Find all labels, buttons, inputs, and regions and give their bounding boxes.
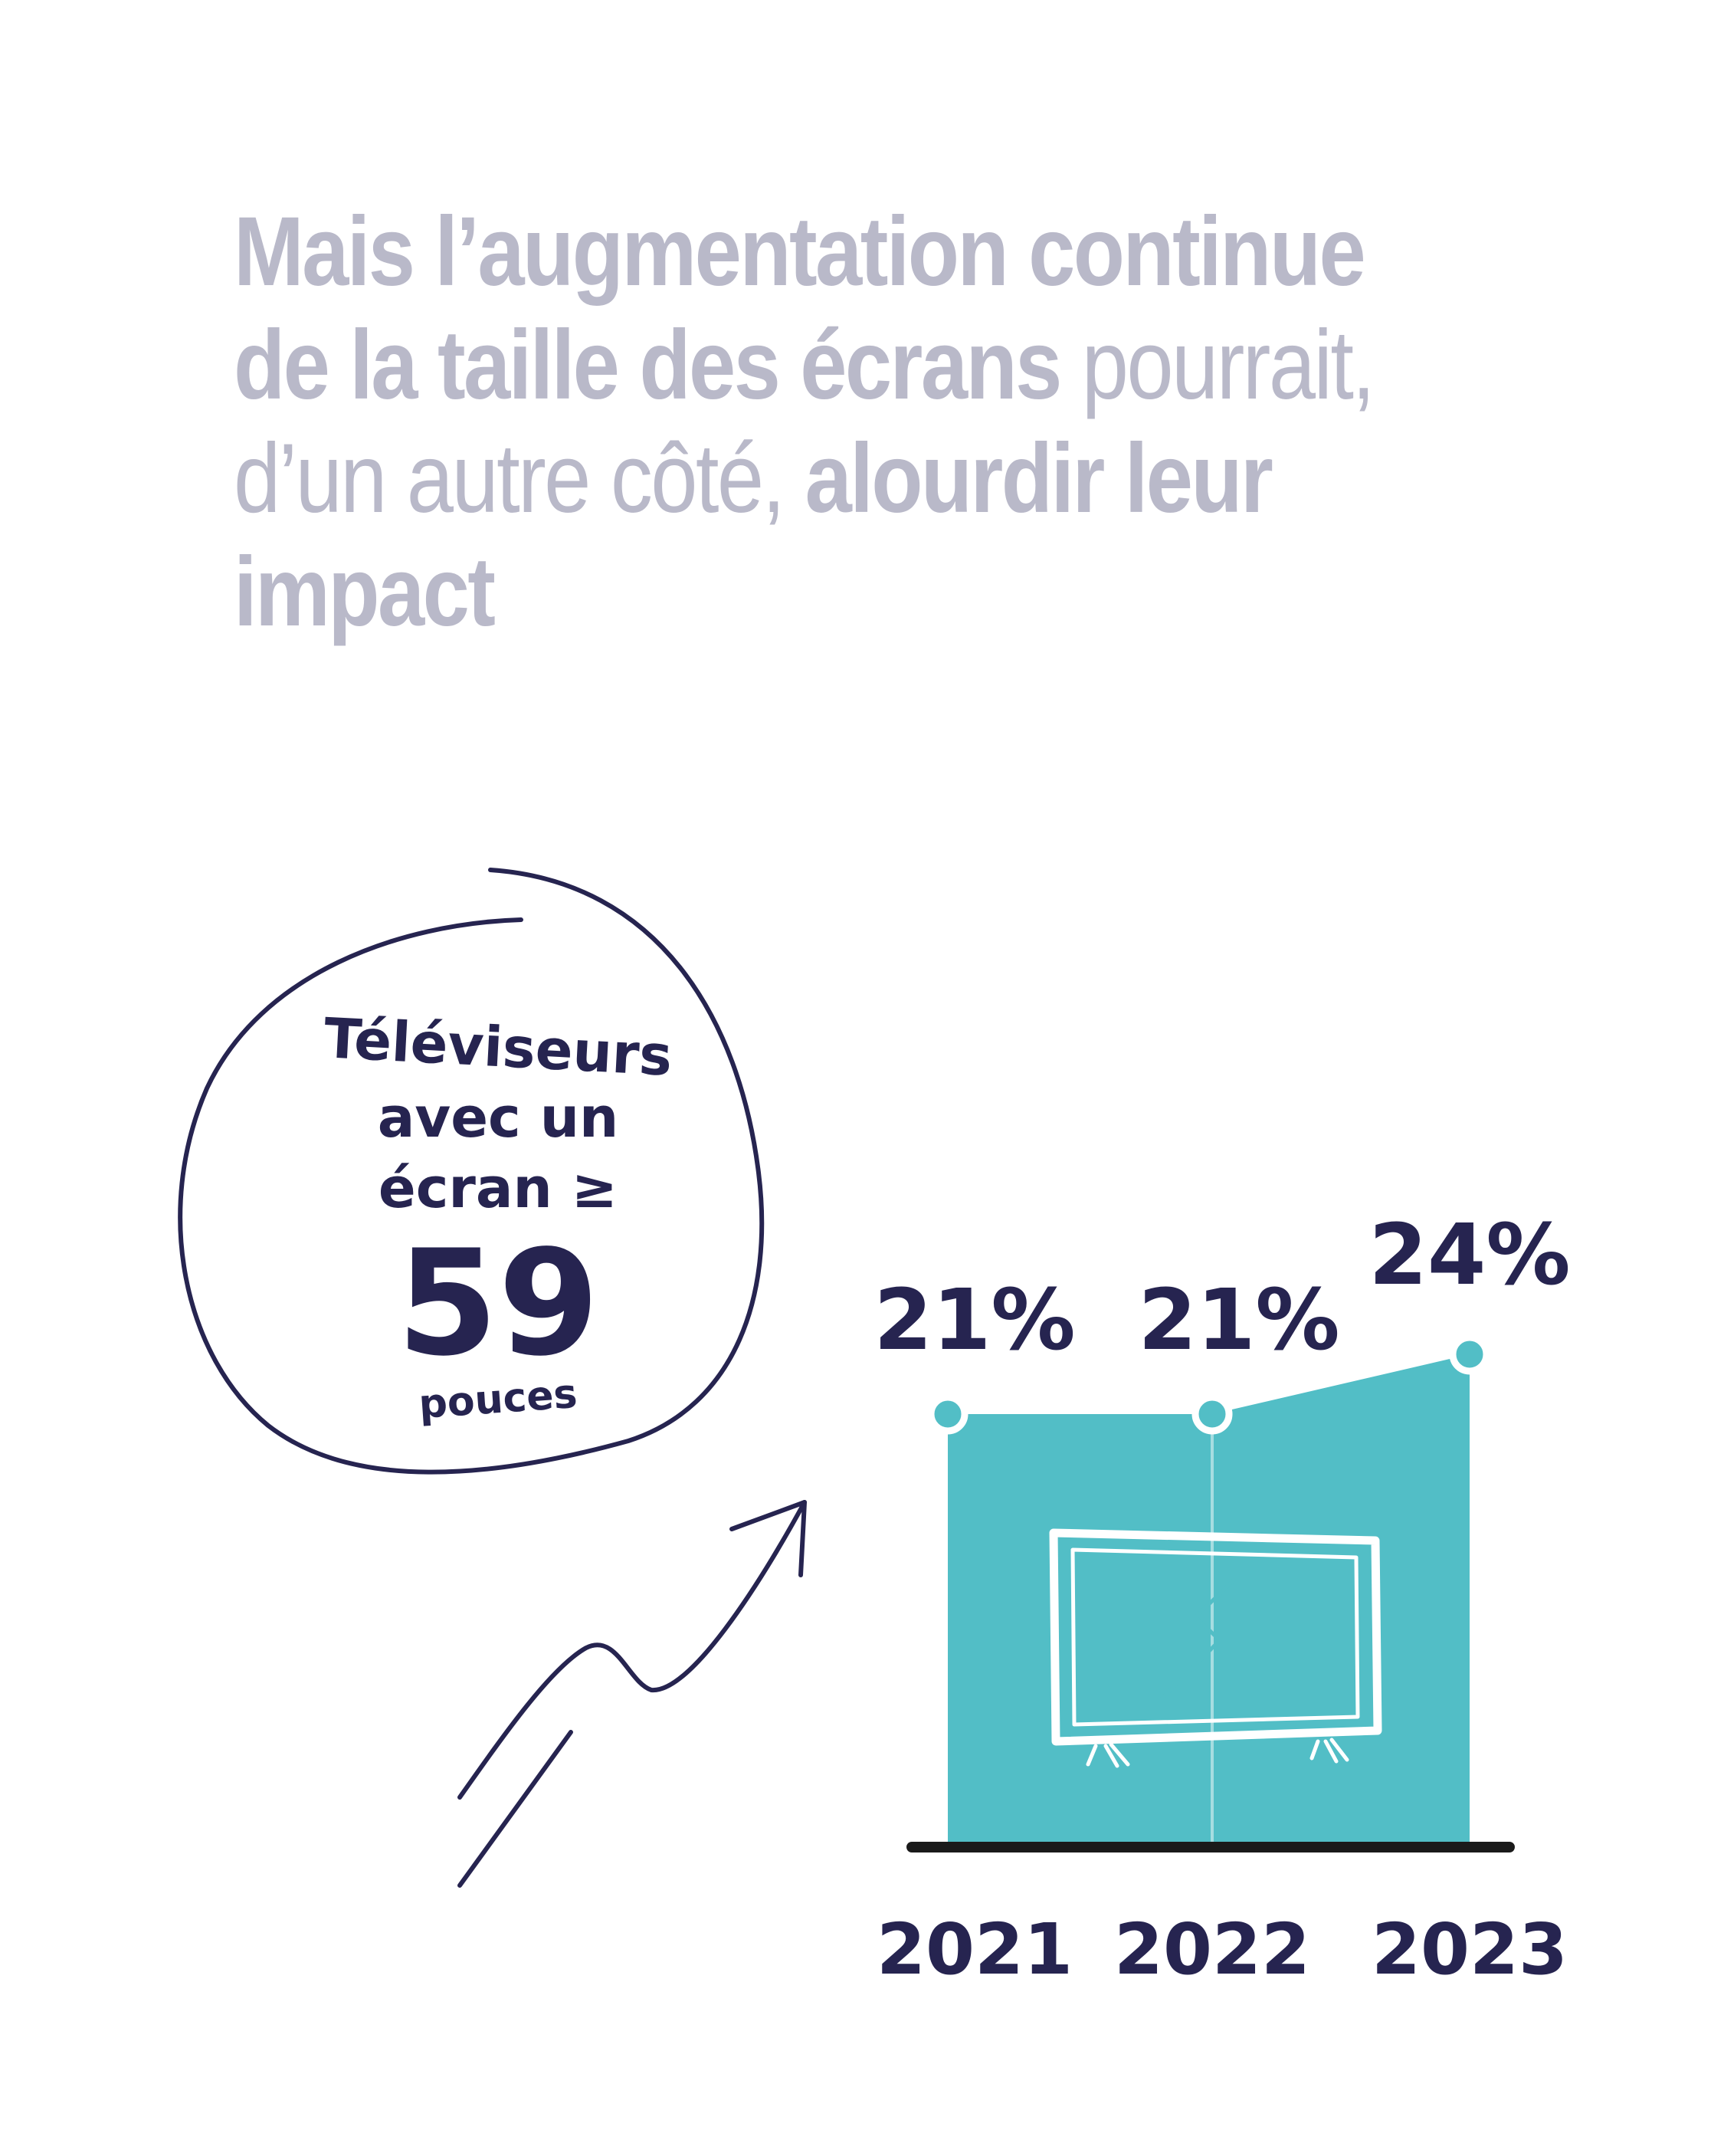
bubble-line-2: avec un bbox=[377, 1085, 619, 1150]
data-point bbox=[1191, 1393, 1233, 1435]
data-point bbox=[927, 1393, 969, 1435]
data-label: 21% bbox=[873, 1271, 1075, 1369]
data-point bbox=[1449, 1334, 1490, 1375]
headline-bold-1: Mais l’augmentation continue de la taill… bbox=[234, 197, 1366, 420]
bubble-line-3: écran ≥ bbox=[378, 1156, 618, 1220]
television-icon bbox=[1049, 1528, 1382, 1768]
area-chart: 21% 2021 21% 2022 24% 2023 bbox=[873, 1206, 1570, 1990]
x-tick-label: 2021 bbox=[877, 1908, 1073, 1990]
x-tick-label: 2022 bbox=[1114, 1908, 1310, 1990]
bubble-line-1: Téléviseurs bbox=[322, 1006, 674, 1088]
data-label: 21% bbox=[1138, 1271, 1339, 1369]
bubble-number: 59 bbox=[396, 1219, 600, 1388]
data-label: 24% bbox=[1368, 1206, 1570, 1304]
bubble-label: Téléviseurs avec un écran ≥ 59 pouces bbox=[230, 1006, 766, 1428]
headline-light: pourrait, d’un autre côté, bbox=[234, 310, 1375, 533]
bubble-circle bbox=[178, 868, 765, 1475]
headline-bold-2: alourdir leur impact bbox=[234, 424, 1273, 647]
trend-arrow-icon bbox=[457, 1500, 807, 1888]
headline: Mais l’augmentation continue de la taill… bbox=[234, 195, 1453, 649]
x-tick-label: 2023 bbox=[1372, 1908, 1568, 1990]
